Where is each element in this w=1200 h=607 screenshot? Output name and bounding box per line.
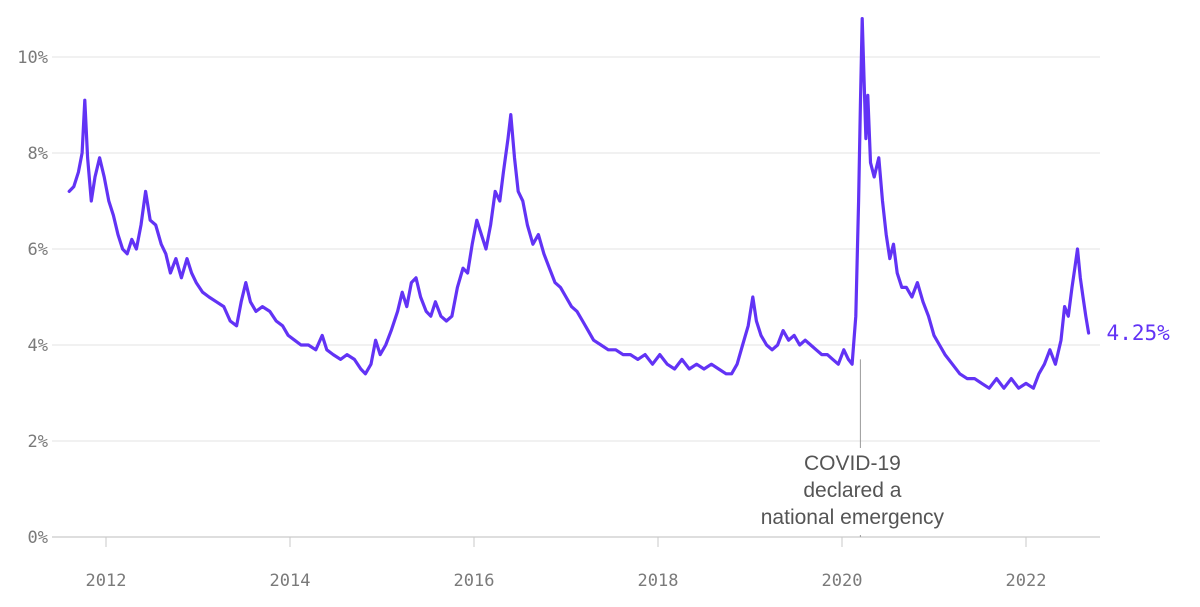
y-tick-label: 0% [28, 528, 48, 548]
y-tick-label: 2% [28, 432, 48, 452]
x-tick-label: 2012 [86, 571, 127, 591]
end-value-label: 4.25% [1107, 321, 1171, 345]
x-axis: 2012 2014 2016 2018 2020 2022 [86, 537, 1047, 591]
annotation-text-line: national emergency [761, 506, 945, 529]
y-axis: 0% 2% 4% 6% 8% 10% [17, 48, 48, 548]
annotation-halo [740, 448, 981, 535]
x-tick-label: 2018 [638, 571, 679, 591]
y-tick-label: 10% [17, 48, 48, 68]
x-tick-label: 2020 [822, 571, 863, 591]
annotation: COVID-19 declared a national emergency [740, 359, 981, 537]
annotation-text: COVID-19 declared a national emergency [740, 448, 981, 535]
series: 4.25% [67, 17, 1171, 390]
x-tick-label: 2016 [454, 571, 495, 591]
y-tick-label: 6% [28, 240, 48, 260]
series-line [67, 17, 1091, 390]
annotation-text-line: declared a [803, 479, 901, 502]
y-tick-label: 8% [28, 144, 48, 164]
y-tick-label: 4% [28, 336, 48, 356]
grid [52, 56, 1100, 538]
x-tick-label: 2022 [1006, 571, 1047, 591]
annotation-text-line: COVID-19 [804, 452, 901, 475]
x-tick-label: 2014 [270, 571, 311, 591]
